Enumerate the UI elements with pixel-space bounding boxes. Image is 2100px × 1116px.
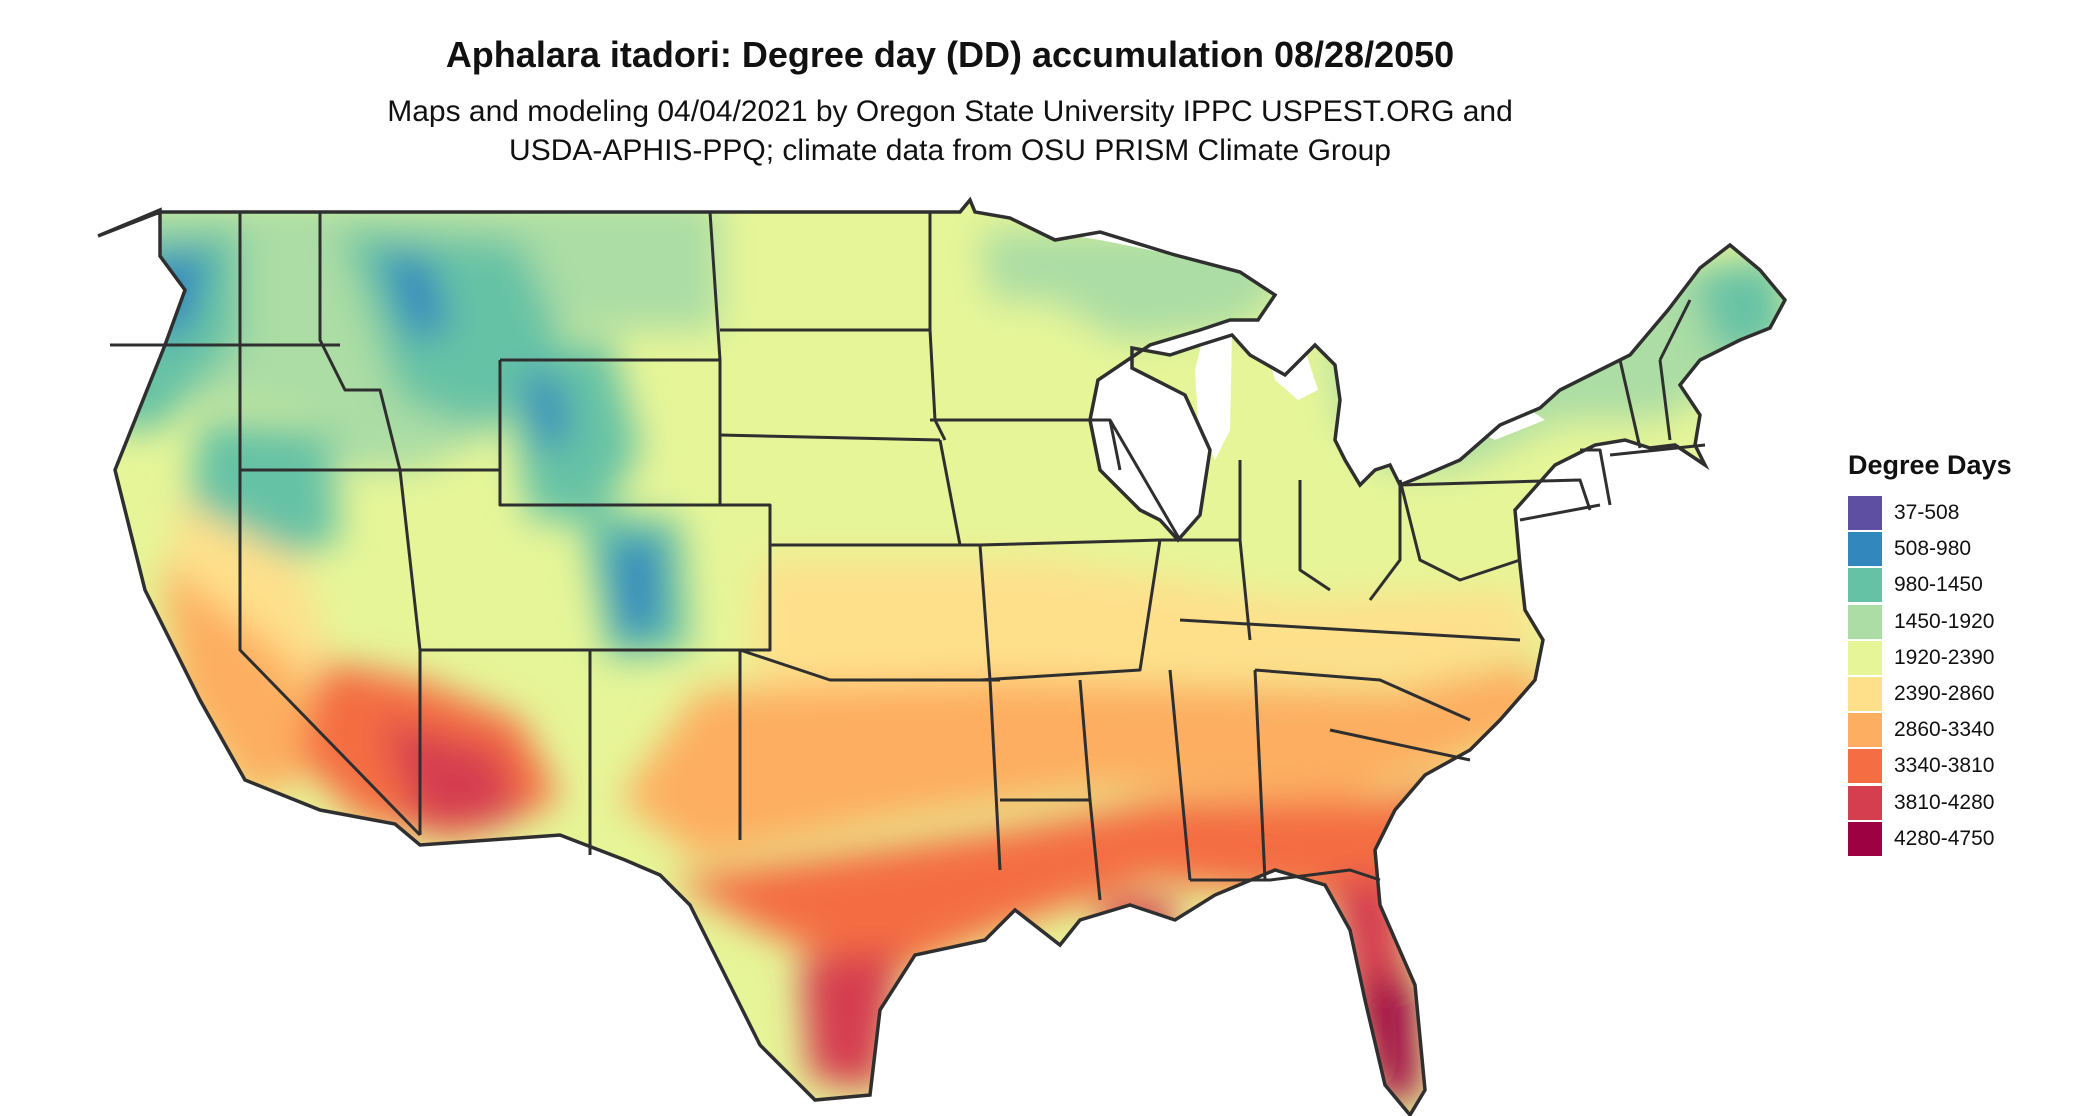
legend-swatch xyxy=(1848,785,1882,820)
subtitle-line-2: USDA-APHIS-PPQ; climate data from OSU PR… xyxy=(509,134,1391,167)
legend-label: 508-980 xyxy=(1894,537,1972,561)
legend-swatch xyxy=(1848,713,1882,748)
map-title: Aphalara itadori: Degree day (DD) accumu… xyxy=(445,34,1455,75)
legend-swatch xyxy=(1848,640,1882,675)
legend-swatch xyxy=(1848,496,1882,531)
subtitle-line-1: Maps and modeling 04/04/2021 by Oregon S… xyxy=(387,95,1513,128)
legend-label: 1450-1920 xyxy=(1894,609,1995,633)
legend: Degree Days 37-508 508-980 980-1450 1450-19… xyxy=(1848,450,2088,857)
legend-label: 1920-2390 xyxy=(1894,645,1995,669)
legend-label: 3810-4280 xyxy=(1894,790,1995,814)
legend-label: 3340-3810 xyxy=(1894,754,1995,778)
legend-title: Degree Days xyxy=(1848,450,2012,480)
legend-swatch xyxy=(1848,568,1882,603)
degree-day-raster xyxy=(98,200,1785,1115)
legend-item: 2390-2860 xyxy=(1848,676,2088,712)
legend-swatch xyxy=(1848,604,1882,639)
legend-item: 508-980 xyxy=(1848,531,2088,567)
legend-swatch xyxy=(1848,749,1882,784)
legend-swatch xyxy=(1848,532,1882,567)
legend-item: 3340-3810 xyxy=(1848,748,2088,784)
legend-label: 4280-4750 xyxy=(1894,826,1995,850)
state-boundaries xyxy=(110,211,1706,901)
legend-item: 37-508 xyxy=(1848,495,2088,531)
legend-swatch xyxy=(1848,821,1882,856)
legend-label: 2390-2860 xyxy=(1894,682,1995,706)
legend-item: 2860-3340 xyxy=(1848,712,2088,748)
legend-item: 3810-4280 xyxy=(1848,785,2088,821)
legend-items: 37-508 508-980 980-1450 1450-1920 1920-2390 2… xyxy=(1848,495,2088,857)
legend-item: 980-1450 xyxy=(1848,567,2088,603)
legend-item: 4280-4750 xyxy=(1848,821,2088,857)
map-subtitle: Maps and modeling 04/04/2021 by Oregon S… xyxy=(0,92,1900,170)
legend-label: 980-1450 xyxy=(1894,573,1983,597)
legend-label: 2860-3340 xyxy=(1894,718,1995,742)
legend-label: 37-508 xyxy=(1894,501,1960,525)
legend-item: 1450-1920 xyxy=(1848,604,2088,640)
legend-item: 1920-2390 xyxy=(1848,640,2088,676)
legend-swatch xyxy=(1848,677,1882,712)
